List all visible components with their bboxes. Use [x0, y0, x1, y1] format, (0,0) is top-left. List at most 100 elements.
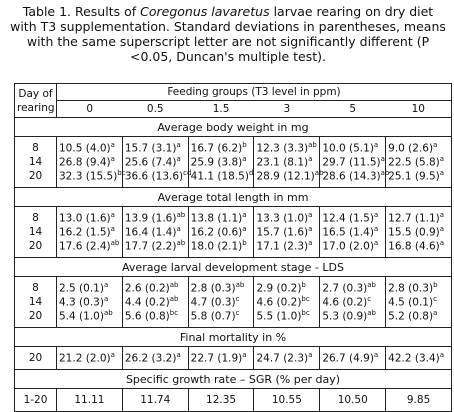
- value-superscript: a: [308, 225, 313, 234]
- value-text: 24.7 (2.3): [256, 352, 309, 365]
- data-row: 20 21.2 (2.0)a 26.2 (3.2)a 22.7 (1.9)a 24.7 …: [15, 346, 452, 370]
- value-superscript: c: [235, 295, 240, 304]
- value-superscript: c: [367, 295, 372, 304]
- value-cell: 26.2 (3.2)a: [121, 346, 189, 370]
- day-cell: 14: [28, 226, 43, 238]
- value-cell: 36.6 (13.6)cd: [121, 169, 191, 188]
- value-text: 22.5 (5.8): [388, 156, 440, 169]
- section-title: Specific growth rate – SGR (% per day): [14, 369, 452, 389]
- value-superscript: a: [439, 155, 445, 164]
- value-text: 10.55: [271, 394, 302, 406]
- value-text: 2.7 (0.3): [322, 282, 368, 295]
- value-text: 2.6 (0.2): [124, 282, 170, 295]
- value-text: 2.5 (0.1): [59, 282, 104, 295]
- value-text: 28.9 (12.1): [256, 170, 315, 183]
- value-cell: 12.3 (3.3)ab: [253, 136, 320, 155]
- level-header: 0.5: [146, 103, 164, 115]
- value-cell: 2.8 (0.3)b: [385, 276, 452, 295]
- value-text: 10.5 (4.0): [59, 142, 111, 155]
- value-superscript: a: [110, 225, 115, 234]
- value-text: 26.2 (3.2): [124, 352, 177, 365]
- day-cell: 20: [28, 310, 43, 322]
- value-text: 4.5 (0.1): [388, 296, 434, 309]
- day-cell: 20: [28, 352, 43, 364]
- value-superscript: a: [373, 351, 379, 360]
- value-superscript: a: [373, 141, 379, 150]
- value-text: 5.4 (1.0): [59, 310, 104, 323]
- data-row: 8 13.0 (1.6)a 13.9 (1.6)ab 13.8 (1.1)a 13.3 …: [15, 206, 452, 225]
- value-superscript: a: [110, 155, 115, 164]
- value-superscript: a: [433, 141, 438, 150]
- value-text: 22.7 (1.9): [190, 352, 243, 365]
- section-title: Average total length in mm: [14, 187, 452, 207]
- header-row: Day of rearing Feeding groups (T3 level i…: [14, 83, 452, 118]
- value-cell: 4.6 (0.2)bc: [253, 295, 320, 309]
- value-text: 4.6 (0.2): [256, 296, 302, 309]
- value-cell: 41.1 (18.5)d: [187, 169, 254, 188]
- value-superscript: ab: [176, 239, 186, 248]
- value-text: 17.0 (2.0): [322, 240, 374, 253]
- value-cell: 10.50: [319, 388, 386, 412]
- value-superscript: ab: [308, 141, 317, 150]
- value-superscript: a: [176, 225, 181, 234]
- day-cell: 1-20: [23, 394, 48, 406]
- value-text: 16.7 (6.2): [190, 142, 243, 155]
- value-cell: 28.9 (12.1)ab: [253, 169, 324, 188]
- value-text: 17.7 (2.2): [124, 240, 177, 253]
- value-cell: 16.5 (1.4)a: [319, 225, 386, 239]
- value-superscript: a: [103, 295, 109, 304]
- value-text: 13.0 (1.6): [59, 212, 111, 225]
- value-text: 10.0 (5.1): [322, 142, 374, 155]
- value-text: 12.35: [206, 394, 237, 406]
- value-superscript: a: [308, 351, 313, 360]
- value-cell: 15.7 (1.6)a: [253, 225, 320, 239]
- value-cell: 4.3 (0.3)a: [56, 295, 123, 309]
- value-text: 5.8 (0.7): [190, 310, 236, 323]
- value-text: 23.1 (8.1): [256, 156, 309, 169]
- value-cell: 5.8 (0.7)c: [187, 309, 254, 328]
- value-text: 4.7 (0.3): [190, 296, 236, 309]
- value-superscript: a: [308, 239, 313, 248]
- value-superscript: bc: [117, 169, 126, 178]
- value-superscript: b: [433, 281, 438, 290]
- value-text: 12.4 (1.5): [322, 212, 374, 225]
- value-cell: 16.8 (4.6)a: [385, 239, 452, 258]
- data-row: 14 4.3 (0.3)a 4.4 (0.2)ab 4.7 (0.3)c 4.6 (0.…: [15, 295, 452, 309]
- data-row: 8 10.5 (4.0)a 15.7 (3.1)a 16.7 (6.2)b 12.3 (…: [15, 136, 452, 155]
- value-superscript: a: [439, 351, 445, 360]
- value-cell: 42.2 (3.4)a: [385, 346, 452, 370]
- value-cell: 10.5 (4.0)a: [56, 136, 123, 155]
- value-cell: 23.1 (8.1)a: [253, 155, 320, 169]
- value-cell: 10.55: [253, 388, 320, 412]
- value-cell: 5.2 (0.8)a: [385, 309, 452, 328]
- value-text: 16.8 (4.6): [388, 240, 440, 253]
- value-cell: 21.2 (2.0)a: [56, 346, 123, 370]
- value-superscript: ab: [380, 169, 390, 178]
- value-text: 9.0 (2.6): [388, 142, 434, 155]
- caption: Table 1. Results of Coregonus lavaretus …: [8, 4, 448, 64]
- value-text: 5.5 (1.0): [256, 310, 302, 323]
- value-cell: 26.8 (9.4)a: [56, 155, 123, 169]
- value-text: 12.3 (3.3): [256, 142, 309, 155]
- value-superscript: a: [439, 169, 445, 178]
- value-text: 29.7 (11.5): [322, 156, 381, 169]
- data-row: 1-20 11.11 11.74 12.35 10.55 10.50 9.85: [15, 388, 452, 412]
- value-text: 10.50: [337, 394, 368, 406]
- value-superscript: ab: [235, 281, 245, 290]
- section-row: Average larval development stage - LDS: [14, 257, 452, 277]
- value-text: 16.2 (1.5): [59, 226, 111, 239]
- section-title: Average body weight in mg: [14, 117, 452, 137]
- level-header: 1.5: [212, 103, 230, 115]
- value-superscript: c: [235, 309, 240, 318]
- value-superscript: a: [373, 239, 379, 248]
- value-superscript: a: [242, 225, 247, 234]
- value-superscript: a: [308, 211, 313, 220]
- value-cell: 16.2 (1.5)a: [56, 225, 123, 239]
- value-text: 32.3 (15.5): [59, 170, 118, 183]
- value-superscript: a: [439, 239, 445, 248]
- value-superscript: a: [110, 141, 115, 150]
- value-cell: 13.3 (1.0)a: [253, 206, 320, 225]
- value-superscript: a: [373, 225, 379, 234]
- value-cell: 12.35: [187, 388, 254, 412]
